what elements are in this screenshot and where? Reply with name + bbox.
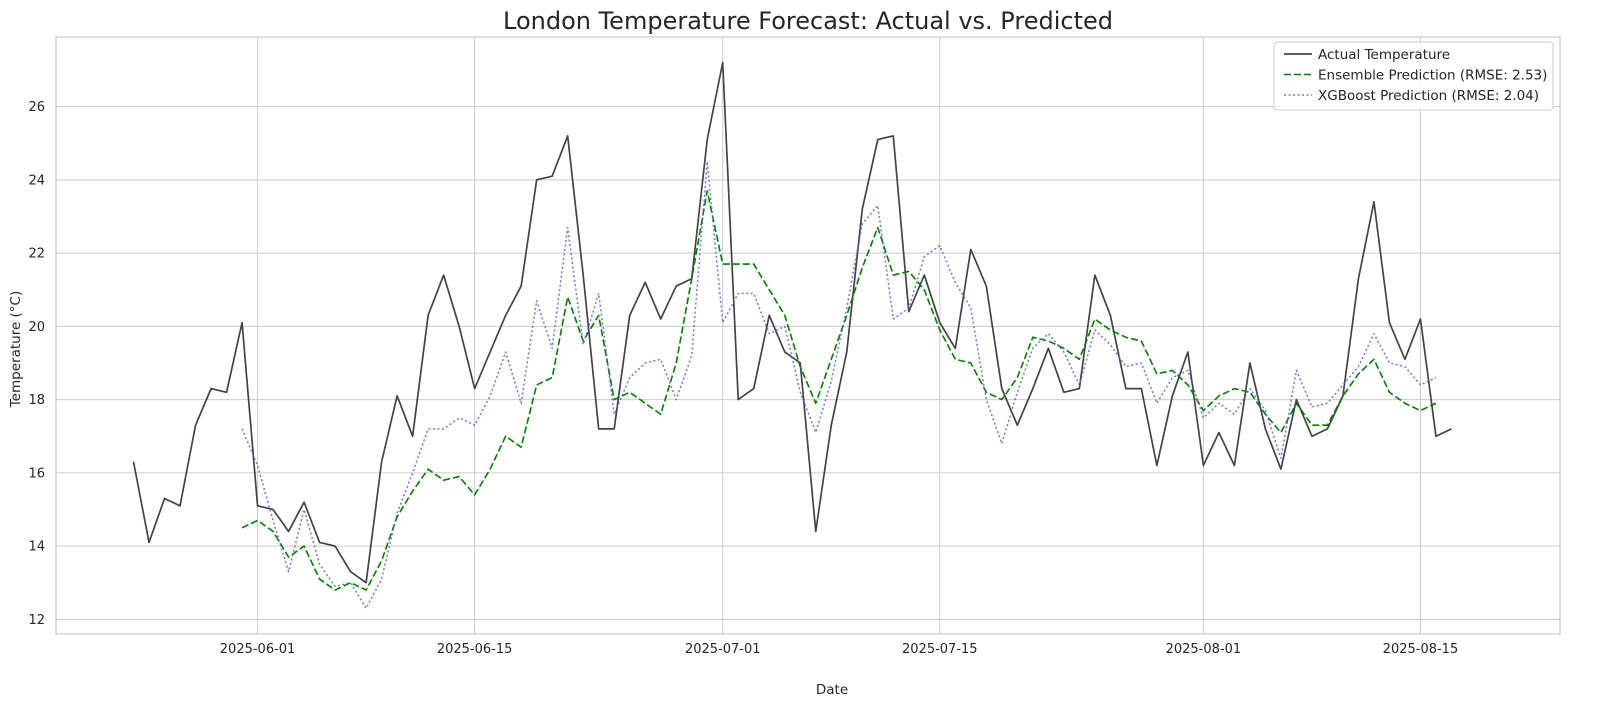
plot-frame bbox=[55, 36, 1561, 635]
y-tick-label: 14 bbox=[28, 540, 45, 555]
x-axis-label: Date bbox=[816, 682, 848, 698]
series-lines bbox=[132, 61, 1452, 610]
x-tick-label: 2025-08-01 bbox=[1166, 642, 1242, 657]
y-tick-label: 22 bbox=[28, 247, 45, 262]
x-axis-ticks: 2025-06-01 2025-06-15 2025-07-01 2025-07-15… bbox=[220, 642, 1458, 657]
legend-label-1: Ensemble Prediction (RMSE: 2.53) bbox=[1318, 68, 1547, 84]
legend-label-2: XGBoost Prediction (RMSE: 2.04) bbox=[1318, 88, 1539, 104]
y-tick-label: 12 bbox=[28, 613, 45, 628]
x-tick-label: 2025-07-01 bbox=[685, 642, 761, 657]
y-tick-label: 24 bbox=[28, 173, 45, 188]
chart-title: London Temperature Forecast: Actual vs. … bbox=[503, 7, 1113, 35]
plot-area-background bbox=[56, 37, 1560, 634]
x-tick-label: 2025-06-01 bbox=[220, 642, 296, 657]
legend-box bbox=[1273, 41, 1554, 111]
y-tick-label: 16 bbox=[28, 466, 45, 481]
y-tick-label: 26 bbox=[28, 100, 45, 115]
y-axis-ticks: 12 14 16 18 20 22 24 26 bbox=[28, 100, 45, 628]
y-tick-label: 18 bbox=[28, 393, 45, 408]
series-line-1 bbox=[241, 190, 1437, 591]
legend: Actual Temperature Ensemble Prediction (R… bbox=[1273, 41, 1554, 111]
y-axis-label: Temperature (°C) bbox=[8, 291, 24, 409]
x-tick-label: 2025-06-15 bbox=[437, 642, 513, 657]
y-tick-label: 20 bbox=[28, 320, 45, 335]
x-tick-label: 2025-08-15 bbox=[1383, 642, 1459, 657]
x-tick-label: 2025-07-15 bbox=[902, 642, 978, 657]
legend-label-0: Actual Temperature bbox=[1318, 47, 1450, 63]
